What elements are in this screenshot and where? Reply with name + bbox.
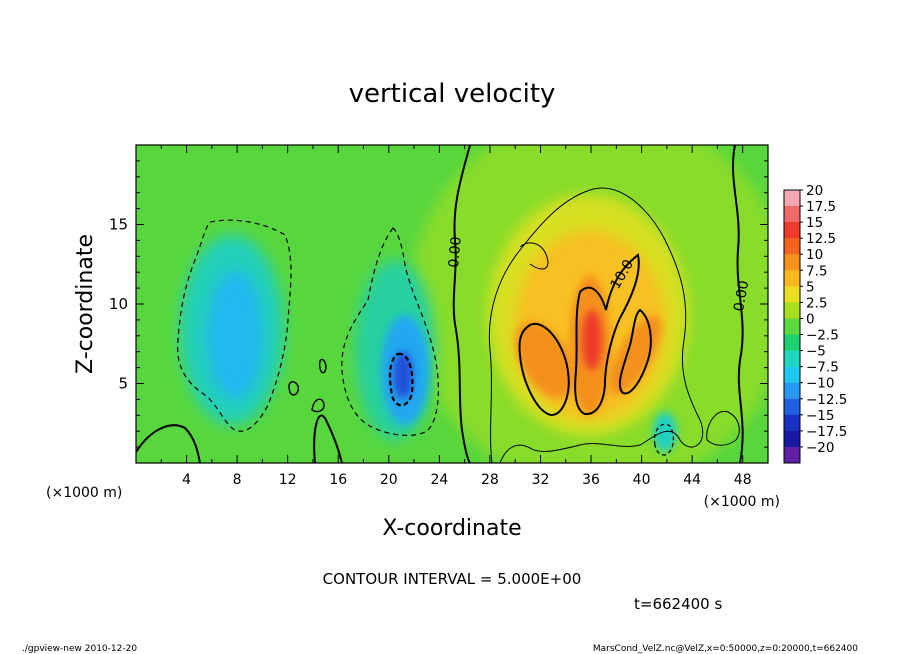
colorbar-label: 2.5 <box>806 295 827 311</box>
zero-contour <box>136 424 201 463</box>
five-contour <box>519 242 549 270</box>
colorbar-label: −2.5 <box>806 328 839 344</box>
colorbar-label: −12.5 <box>806 392 847 408</box>
x-tick-label: 44 <box>683 472 701 488</box>
time-label: t=662400 s <box>634 595 722 613</box>
colorbar-swatch <box>784 238 800 255</box>
colorbar-swatch <box>784 350 800 368</box>
colorbar-swatch <box>784 398 800 416</box>
ten-contour <box>574 253 640 416</box>
y-axis-title: Z-coordinate <box>73 234 98 374</box>
negative-contour <box>388 352 414 407</box>
downdraft-peak <box>393 351 413 399</box>
x-tick-label: 36 <box>582 472 600 488</box>
zero-contour <box>288 381 300 396</box>
negative-contour <box>177 219 292 432</box>
colorbar-label: 0 <box>806 311 815 327</box>
x-tick-label: 16 <box>329 472 347 488</box>
negative-contour <box>341 227 439 436</box>
five-contour <box>488 187 704 463</box>
x-tick-label: 28 <box>481 472 499 488</box>
zero-contour <box>313 414 343 463</box>
y-tick-label: 15 <box>109 216 128 234</box>
downdraft-core <box>207 270 263 400</box>
x-tick-label: 12 <box>279 472 297 488</box>
chart-title: vertical velocity <box>349 79 556 109</box>
colorbar-label: 15 <box>806 215 823 231</box>
colorbar-swatch <box>784 430 800 448</box>
y-tick-label: 5 <box>118 375 128 393</box>
colorbar-label: 17.5 <box>806 199 836 215</box>
footer-right: MarsCond_VelZ.nc@VelZ,x=0:50000,z=0:2000… <box>593 644 858 654</box>
plot-area: 0.00 10.0 0.00 <box>136 145 768 463</box>
colorbar-swatch <box>784 334 800 352</box>
colorbar-label: 10 <box>806 247 823 263</box>
colorbar-swatch <box>784 270 800 287</box>
updraft-core <box>515 321 575 399</box>
ten-contour <box>518 322 570 416</box>
x-tick-label: 20 <box>380 472 398 488</box>
colorbar-swatch <box>784 318 800 336</box>
colorbar-label: −17.5 <box>806 424 847 440</box>
x-tick-label: 24 <box>430 472 448 488</box>
contour-interval: CONTOUR INTERVAL = 5.000E+00 <box>323 570 582 588</box>
colorbar-swatch <box>784 414 800 432</box>
colorbar-label: −15 <box>806 408 835 424</box>
x-axis: 4 8 12 16 20 24 28 32 36 40 44 48 <box>160 145 752 488</box>
zero-contour <box>452 145 471 463</box>
colorbar-swatch <box>784 366 800 384</box>
colorbar-label: −7.5 <box>806 360 839 376</box>
colorbar-swatch <box>784 302 800 319</box>
y-axis: 5 10 15 <box>109 160 768 448</box>
x-axis-title: X-coordinate <box>382 516 521 541</box>
x-tick-label: 32 <box>532 472 550 488</box>
negative-contour <box>653 423 675 456</box>
x-tick-label: 40 <box>633 472 651 488</box>
colorbar-swatch <box>784 206 800 223</box>
colorbar-swatch <box>784 382 800 400</box>
colorbar-label: 7.5 <box>806 263 827 279</box>
colorbar-swatch <box>784 446 800 464</box>
colorbar: 2017.51512.5107.552.50−2.5−5−7.5−10−12.5… <box>783 183 847 464</box>
colorbar-label: 12.5 <box>806 231 836 247</box>
colorbar-label: −20 <box>806 440 835 456</box>
contour-label: 0.00 <box>446 236 465 268</box>
updraft-peak <box>582 310 602 370</box>
five-contour <box>706 410 740 446</box>
colorbar-swatch <box>784 286 800 303</box>
contour-lines <box>136 145 744 463</box>
x-tick-label: 48 <box>734 472 752 488</box>
y-tick-label: 10 <box>109 295 128 313</box>
colorbar-swatch <box>784 222 800 239</box>
colorbar-label: −5 <box>806 344 826 360</box>
contour-label: 0.00 <box>731 279 752 312</box>
zero-contour <box>318 358 327 374</box>
zero-contour <box>732 145 744 463</box>
footer-left: ./gpview-new 2010-12-20 <box>22 644 137 654</box>
x-tick-label: 8 <box>233 472 242 488</box>
colorbar-swatch <box>784 254 800 271</box>
colorbar-label: 20 <box>806 183 823 199</box>
zero-contour <box>311 398 325 413</box>
colorbar-frame <box>783 189 801 464</box>
ten-contour <box>618 308 652 395</box>
colorbar-label: 5 <box>806 279 815 295</box>
colorbar-swatch <box>784 190 800 207</box>
colorbar-label: −10 <box>806 376 835 392</box>
x-unit-label: (×1000 m) <box>704 494 780 510</box>
x-tick-label: 4 <box>182 472 191 488</box>
y-unit-label: (×1000 m) <box>46 485 122 501</box>
